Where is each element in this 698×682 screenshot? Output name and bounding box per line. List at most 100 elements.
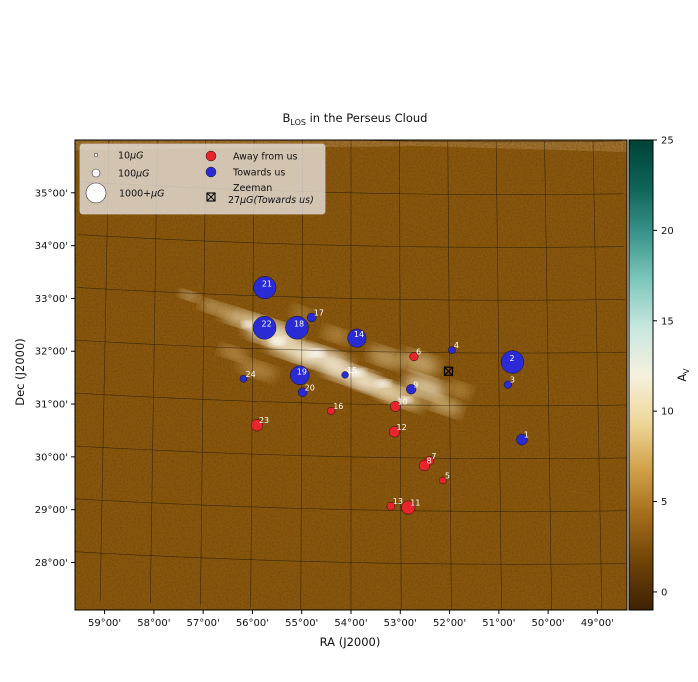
- x-tick-label-8: 51°00': [482, 618, 515, 629]
- point-label-7: 7: [431, 452, 436, 461]
- x-tick-label-10: 49°00': [581, 618, 614, 629]
- legend-zeeman-label: Zeeman: [233, 183, 272, 194]
- cloud-blob-14: [238, 359, 277, 380]
- point-2: [500, 350, 525, 374]
- colorbar-label-symbol: A: [675, 374, 689, 382]
- legend-zeeman-square: [206, 192, 216, 202]
- y-tick-label-4: 31°00': [35, 400, 68, 411]
- grid-ra-51: [495, 141, 502, 610]
- grid-ra-49: [592, 141, 603, 610]
- legend-size-marker-0: [93, 152, 99, 158]
- cloud-core-1: [307, 349, 326, 358]
- legend-box: [79, 143, 326, 215]
- y-tick-label-5: 30°00': [35, 452, 68, 463]
- x-tick-label-4: 55°00': [285, 618, 318, 629]
- grid-dec-36: [337, 140, 623, 143]
- colorbar-tick-label-4: 20: [661, 226, 674, 237]
- title-symbol: B: [283, 111, 291, 125]
- point-label-17: 17: [314, 309, 324, 318]
- point-19: [290, 365, 310, 386]
- colorbar-tick-label-1: 5: [661, 497, 667, 508]
- point-label-5: 5: [445, 471, 450, 480]
- point-label-10: 10: [397, 397, 407, 406]
- point-15: [341, 371, 349, 379]
- point-label-24: 24: [246, 370, 256, 379]
- title-subscript: LOS: [290, 118, 306, 127]
- point-16: [327, 406, 336, 416]
- point-20: [297, 387, 308, 398]
- point-label-6: 6: [416, 348, 421, 357]
- grid-dec-34: [77, 234, 625, 248]
- legend-size-unit-1: μG: [135, 169, 149, 180]
- x-tick-label-0: 59°00': [88, 618, 121, 629]
- zeeman-marker: [443, 366, 454, 376]
- grid-dec-32: [75, 339, 627, 354]
- point-label-18: 18: [294, 320, 304, 329]
- point-label-13: 13: [393, 497, 403, 506]
- point-10: [390, 401, 401, 412]
- legend-zeeman-value: 27μG(Towards us): [228, 195, 314, 206]
- grid-dec-31: [75, 392, 627, 407]
- legend-size-label-1: 100μG: [118, 169, 150, 180]
- x-tick-label-9: 50°00': [532, 618, 565, 629]
- cloud-core-5: [241, 321, 254, 328]
- point-3: [503, 380, 512, 389]
- y-tick-label-3: 32°00': [35, 347, 68, 358]
- point-13: [386, 501, 396, 511]
- legend-zeeman-direction: (Towards us): [254, 195, 314, 206]
- grid-ra-50: [544, 141, 552, 610]
- x-tick-label-3: 56°00': [236, 618, 269, 629]
- point-24: [239, 374, 248, 383]
- colorbar-label: AV: [675, 368, 691, 382]
- point-label-21: 21: [262, 280, 272, 289]
- legend-color-label-0: Away from us: [233, 152, 297, 163]
- point-label-23: 23: [259, 416, 269, 425]
- point-label-2: 2: [509, 354, 514, 363]
- legend-size-marker-1: [91, 168, 101, 178]
- point-label-9: 9: [413, 380, 418, 389]
- x-tick-label-2: 57°00': [187, 618, 220, 629]
- cloud-core-3: [375, 380, 392, 388]
- point-label-1: 1: [524, 431, 529, 440]
- grid-dec-28: [75, 551, 627, 565]
- grid-dec-30: [75, 445, 627, 460]
- point-6: [409, 352, 419, 362]
- zeeman-cross: [444, 366, 453, 376]
- x-tick-label-1: 58°00': [137, 618, 170, 629]
- y-axis-label: Dec (J2000): [13, 338, 27, 406]
- point-label-12: 12: [397, 423, 407, 432]
- cloud-blob-13: [447, 382, 472, 398]
- x-tick-label-6: 53°00': [384, 618, 417, 629]
- legend-size-label-2: 1000+μG: [119, 189, 165, 200]
- grid-ra-52: [447, 141, 452, 610]
- point-4: [448, 346, 456, 354]
- grid-dec-29: [75, 498, 627, 512]
- legend-color-marker-0: [205, 150, 217, 162]
- y-tick-label-0: 35°00': [35, 188, 68, 199]
- colorbar: 0 5 10 15 20 25 AV: [628, 136, 691, 611]
- colorbar-ticks: 0 5 10 15 20 25: [653, 136, 674, 598]
- grid-ra-56: [250, 140, 255, 608]
- legend-size-unit-2: μG: [150, 189, 164, 200]
- zeeman-square: [443, 366, 454, 376]
- x-tick-label-7: 52°00': [433, 618, 466, 629]
- colorbar-label-subscript: V: [682, 368, 691, 374]
- point-label-4: 4: [454, 341, 459, 350]
- point-label-14: 14: [354, 330, 364, 339]
- legend-size-marker-2: [85, 182, 107, 204]
- y-axis: 35°00' 34°00' 33°00' 32°00' 31°00' 30°00' 29°0…: [35, 188, 75, 569]
- y-tick-label-7: 28°00': [35, 558, 68, 569]
- grid-dec-33: [76, 287, 626, 301]
- y-tick-label-6: 29°00': [35, 505, 68, 516]
- y-tick-label-1: 34°00': [35, 241, 68, 252]
- legend-color-label-1: Towards us: [232, 168, 285, 179]
- legend-zeeman-unit: μG: [239, 195, 253, 206]
- point-18: [285, 315, 309, 340]
- cloud-blob-17: [322, 327, 350, 343]
- x-axis: 59°00' 58°00' 57°00' 56°00' 55°00' 54°00' 53°0…: [88, 610, 614, 629]
- cloud-blob-0: [179, 290, 199, 301]
- cloud-core-0: [269, 337, 286, 346]
- point-label-3: 3: [510, 376, 515, 385]
